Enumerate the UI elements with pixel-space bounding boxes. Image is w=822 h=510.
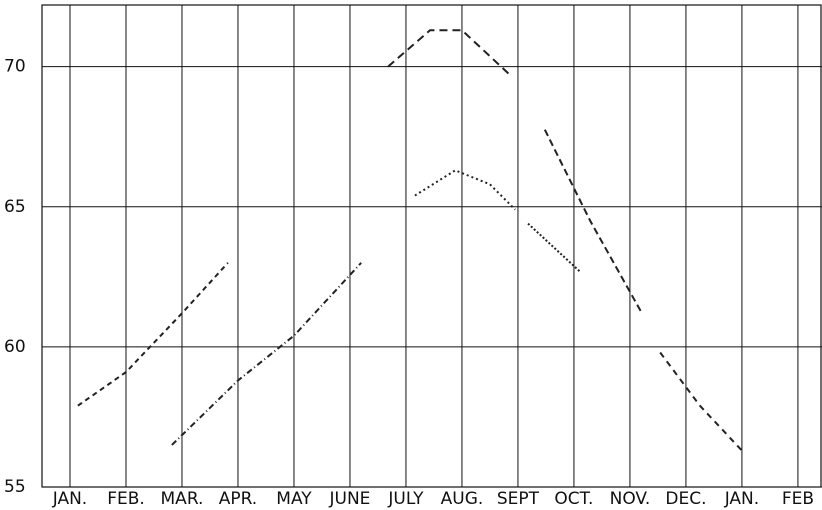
x-tick-label: NOV.: [610, 489, 651, 509]
x-tick-label: JAN.: [724, 489, 759, 509]
x-tick-label: JULY: [387, 489, 424, 509]
data-line: [543, 129, 643, 313]
data-line: [414, 169, 516, 211]
x-tick-label: SEPT: [497, 489, 540, 509]
data-line: [77, 262, 229, 407]
x-tick-label: AUG.: [441, 489, 484, 509]
data-line: [171, 262, 362, 446]
x-tick-label: APR.: [219, 489, 258, 509]
x-tick-label: DEC.: [665, 489, 706, 509]
y-tick-label: 70: [4, 57, 26, 77]
x-tick-label: FEB: [782, 489, 814, 509]
data-line: [527, 222, 581, 272]
x-tick-label: MAR.: [161, 489, 204, 509]
y-tick-label: 60: [4, 337, 26, 357]
plot-frame: [41, 4, 822, 488]
x-tick-label: JAN.: [52, 489, 87, 509]
x-tick-label: FEB.: [107, 489, 145, 509]
x-tick-label: OCT.: [554, 489, 593, 509]
data-line: [387, 29, 511, 76]
x-tick-label: MAY: [276, 489, 312, 509]
x-tick-label: JUNE: [329, 489, 371, 509]
y-tick-label: 55: [4, 477, 26, 497]
y-tick-label: 65: [4, 197, 26, 217]
data-line: [659, 351, 743, 452]
